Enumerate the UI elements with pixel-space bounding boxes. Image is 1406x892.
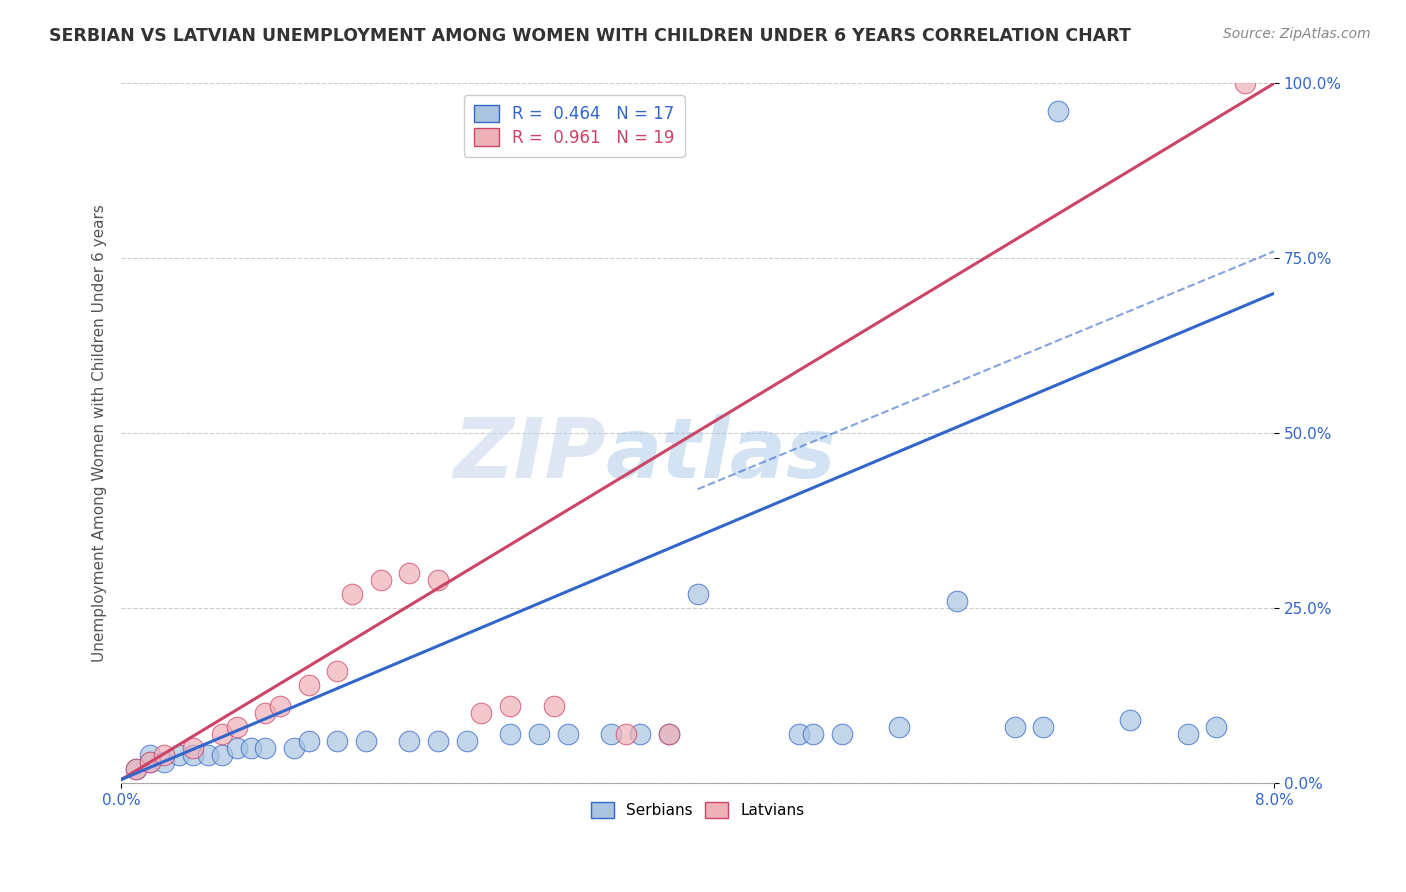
Point [1046,104,1069,119]
Point [427,734,450,748]
Text: Source: ZipAtlas.com: Source: ZipAtlas.com [1223,27,1371,41]
Point [614,727,637,741]
Point [499,727,522,741]
Point [124,762,146,776]
Point [283,741,305,756]
Point [211,747,233,762]
Point [658,727,681,741]
Text: atlas: atlas [606,414,837,495]
Point [269,699,291,714]
Point [946,594,969,608]
Point [543,699,565,714]
Point [254,706,277,720]
Point [297,734,319,748]
Point [153,747,176,762]
Point [527,727,550,741]
Point [1119,713,1142,727]
Point [153,755,176,769]
Point [470,706,492,720]
Point [686,587,709,601]
Point [225,720,247,734]
Point [139,755,162,769]
Point [239,741,262,756]
Point [801,727,824,741]
Point [211,727,233,741]
Point [398,734,420,748]
Text: SERBIAN VS LATVIAN UNEMPLOYMENT AMONG WOMEN WITH CHILDREN UNDER 6 YEARS CORRELAT: SERBIAN VS LATVIAN UNEMPLOYMENT AMONG WO… [49,27,1130,45]
Point [398,566,420,581]
Point [600,727,623,741]
Text: ZIP: ZIP [453,414,606,495]
Point [326,734,349,748]
Point [1205,720,1227,734]
Point [181,747,204,762]
Point [658,727,681,741]
Legend: Serbians, Latvians: Serbians, Latvians [585,797,810,824]
Point [225,741,247,756]
Point [167,747,190,762]
Point [628,727,651,741]
Point [124,762,146,776]
Point [889,720,911,734]
Point [456,734,478,748]
Point [297,678,319,692]
Point [139,755,162,769]
Point [1177,727,1199,741]
Point [643,104,665,119]
Point [254,741,277,756]
Point [557,727,579,741]
Point [831,727,853,741]
Point [139,747,162,762]
Point [1234,77,1257,91]
Point [1032,720,1054,734]
Point [354,734,377,748]
Point [181,741,204,756]
Point [499,699,522,714]
Point [427,573,450,587]
Y-axis label: Unemployment Among Women with Children Under 6 years: Unemployment Among Women with Children U… [93,204,107,662]
Point [340,587,363,601]
Point [370,573,392,587]
Point [326,664,349,678]
Point [1004,720,1026,734]
Point [787,727,810,741]
Point [197,747,219,762]
